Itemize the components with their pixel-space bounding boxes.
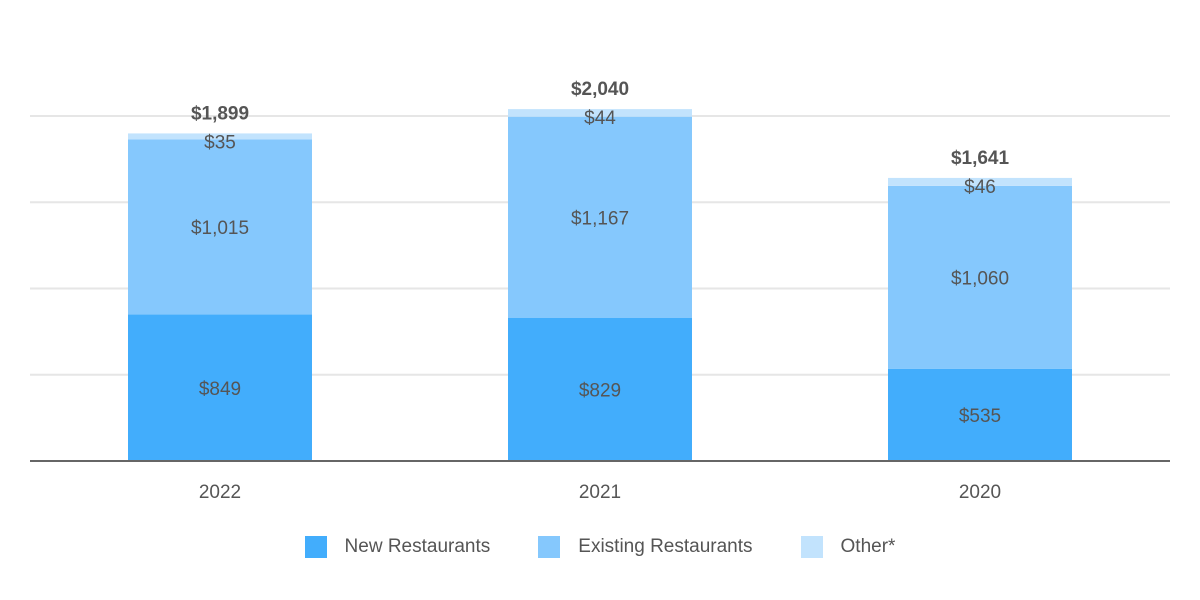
bar-segment-2021-2 [508, 109, 692, 117]
data-label: $1,015 [191, 218, 249, 239]
data-label: $35 [204, 132, 236, 153]
data-label: $1,167 [571, 208, 629, 229]
total-label: $1,641 [951, 148, 1010, 169]
x-tick-label: 2022 [199, 482, 241, 503]
x-tick-label: 2020 [959, 482, 1001, 503]
total-label: $2,040 [571, 79, 629, 100]
data-label: $44 [584, 108, 616, 129]
legend-item-new-restaurants: New Restaurants [304, 536, 491, 558]
data-label: $1,060 [951, 268, 1009, 289]
data-label: $535 [959, 406, 1001, 427]
bar-segment-2022-0 [128, 314, 312, 461]
total-label: $1,899 [191, 103, 249, 124]
x-axis: 2022 2021 2020 [30, 460, 1170, 503]
legend-label-existing-restaurants: Existing Restaurants [578, 536, 753, 557]
legend-swatch-other [800, 536, 823, 558]
legend: New Restaurants Existing Restaurants Oth… [0, 536, 1200, 558]
legend-swatch-existing-restaurants [538, 536, 561, 558]
x-tick-label: 2021 [579, 482, 621, 503]
legend-swatch-new-restaurants [304, 536, 327, 558]
data-label: $829 [579, 380, 621, 401]
legend-item-existing-restaurants: Existing Restaurants [538, 536, 753, 558]
bar-segment-2021-0 [508, 317, 692, 461]
bar-segment-2021-1 [508, 116, 692, 318]
legend-label-new-restaurants: New Restaurants [344, 536, 491, 557]
bar-segment-2020-2 [888, 177, 1072, 186]
bar-segment-2022-2 [128, 133, 312, 140]
data-label: $849 [199, 379, 241, 400]
bar-segment-2020-1 [888, 185, 1072, 369]
data-label: $46 [964, 177, 996, 198]
bar-segment-2022-1 [128, 139, 312, 315]
bars: $849 $1,015 $35 $1,899 $829 $1,167 $44 $2,040 $5… [128, 79, 1072, 461]
bar-segment-2020-0 [888, 368, 1072, 461]
legend-item-other: Other* [800, 536, 896, 558]
legend-label-other: Other* [840, 536, 896, 557]
